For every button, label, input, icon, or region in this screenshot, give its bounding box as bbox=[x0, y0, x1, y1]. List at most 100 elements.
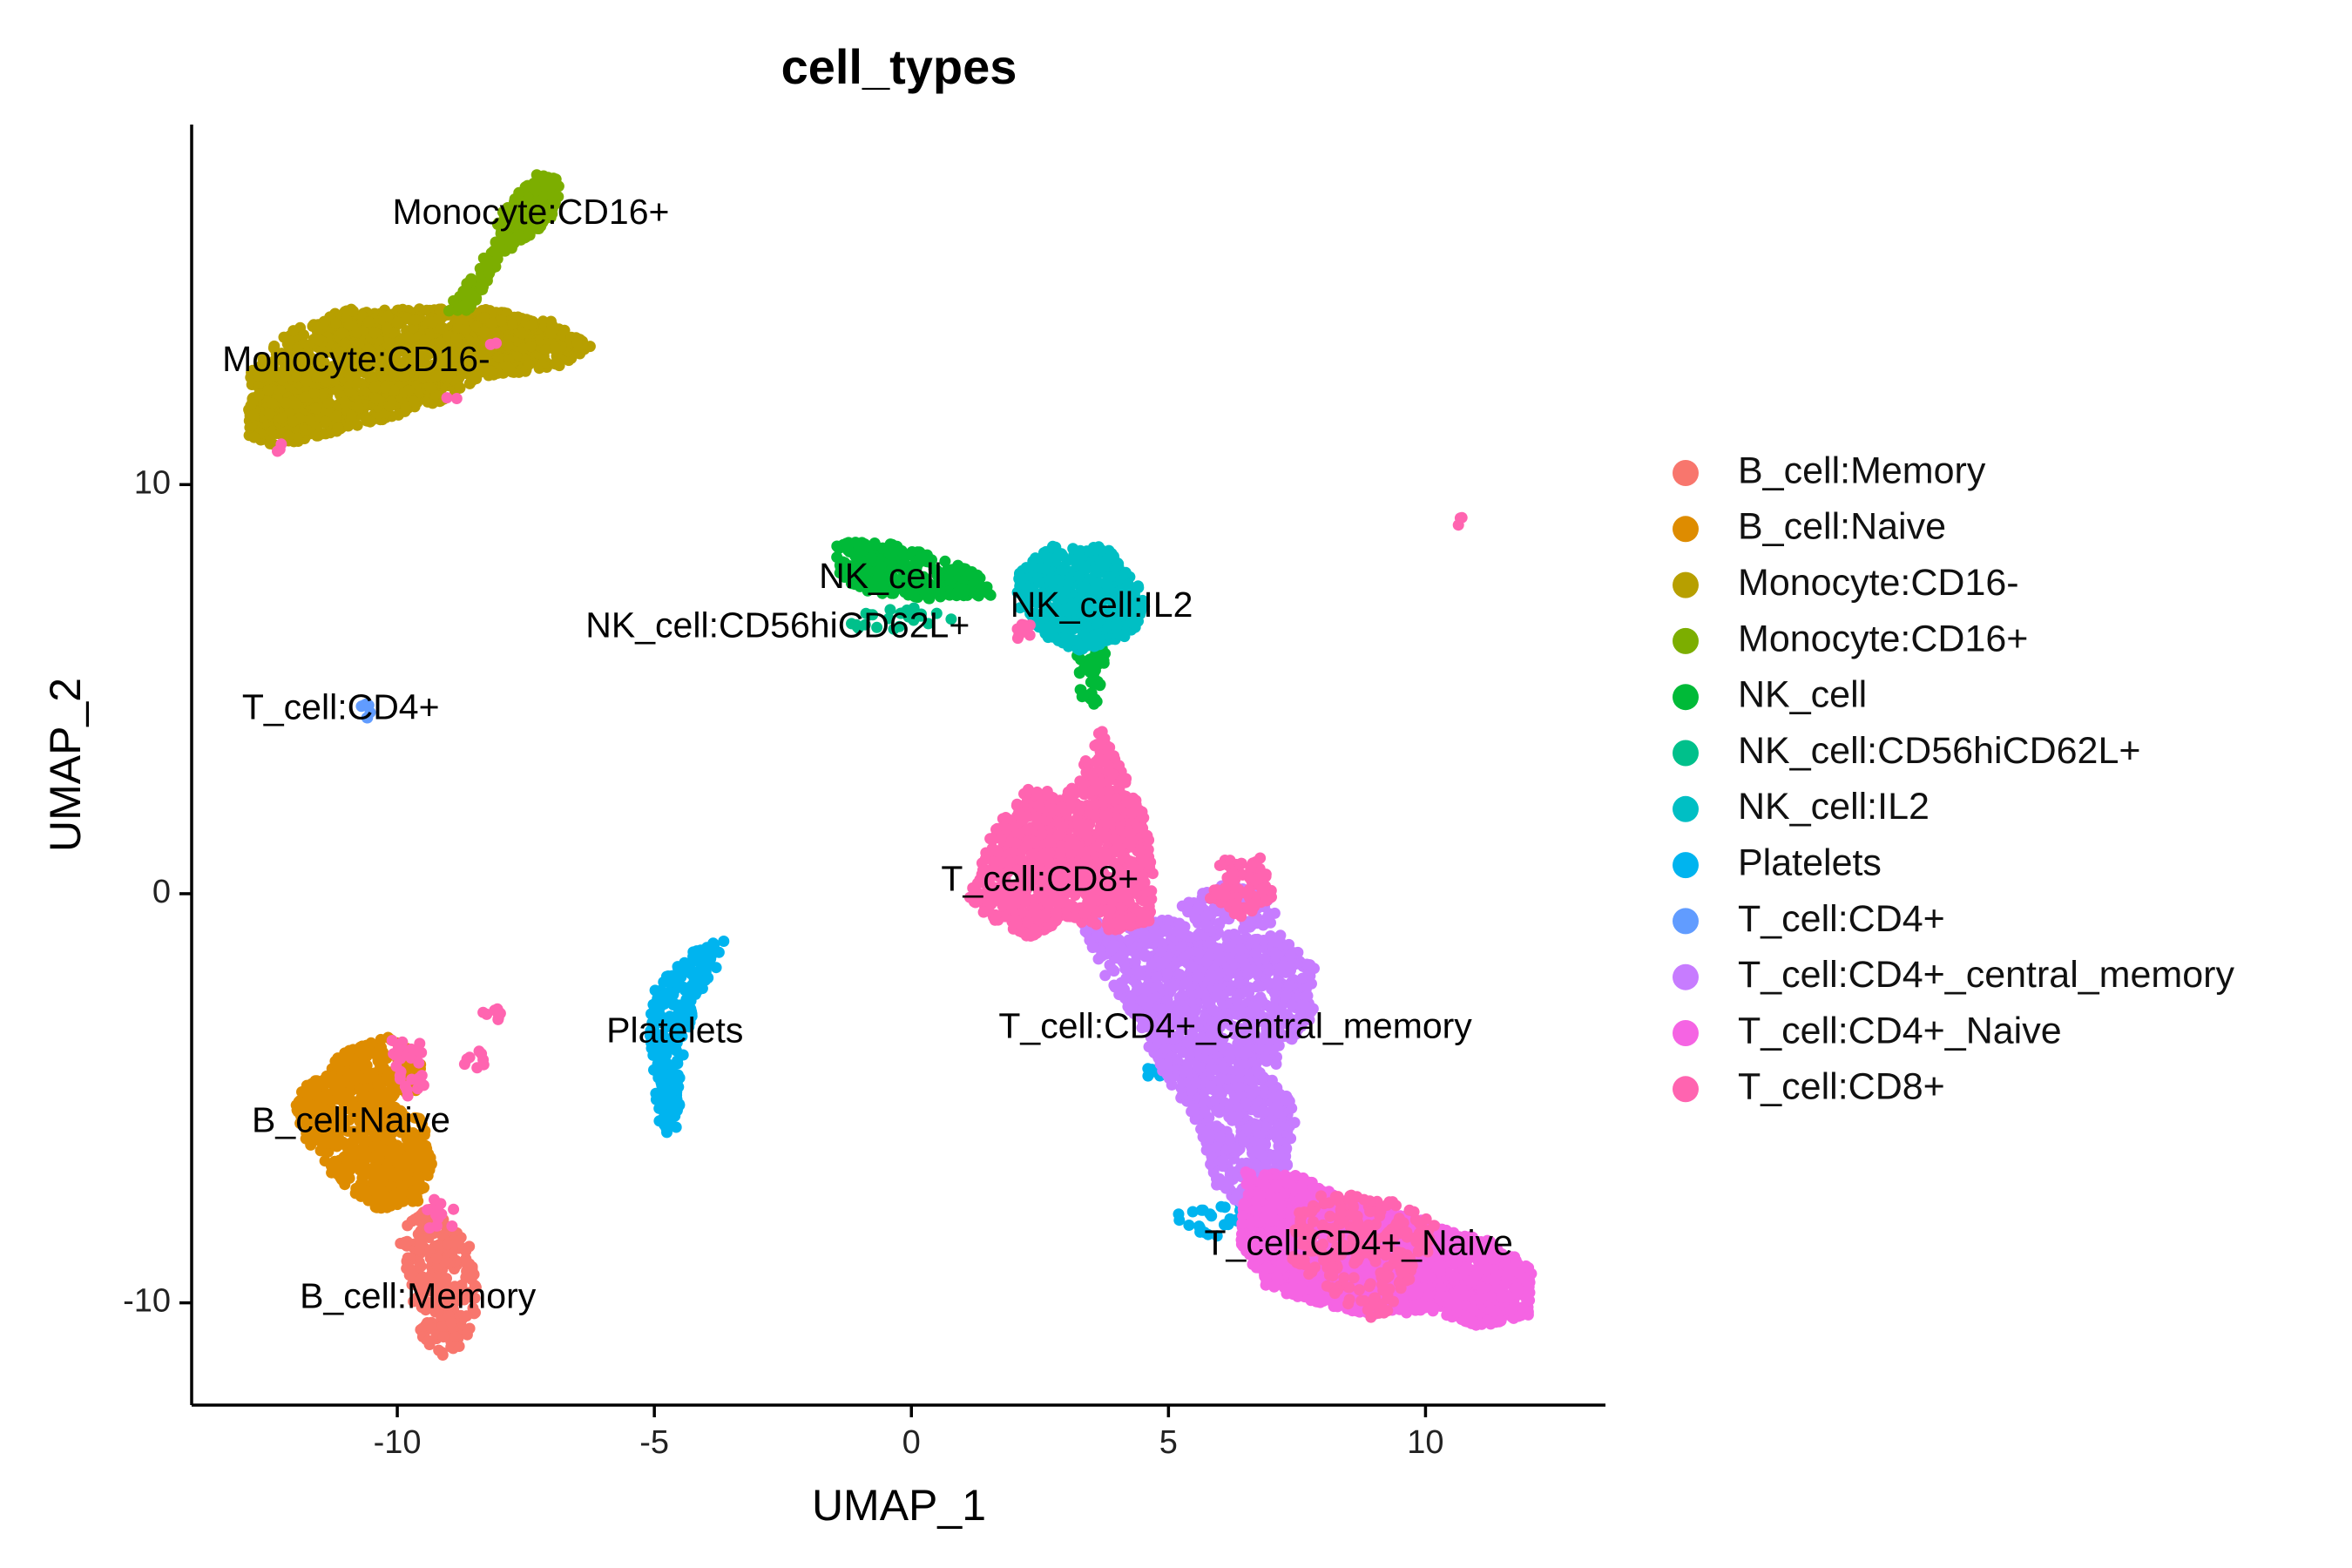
data-point bbox=[418, 1282, 430, 1294]
data-point bbox=[267, 397, 279, 409]
data-point bbox=[649, 984, 661, 997]
data-point bbox=[465, 1272, 477, 1284]
data-point bbox=[398, 1125, 409, 1138]
data-point bbox=[661, 1058, 673, 1070]
data-point bbox=[330, 317, 341, 329]
data-point bbox=[1206, 1210, 1218, 1222]
data-point bbox=[946, 564, 958, 577]
data-point bbox=[549, 358, 561, 370]
data-point bbox=[348, 305, 359, 317]
data-point bbox=[326, 1077, 338, 1089]
data-point bbox=[545, 328, 557, 340]
data-point bbox=[477, 280, 489, 293]
data-point bbox=[1094, 679, 1106, 691]
data-point bbox=[1183, 1220, 1195, 1231]
data-point bbox=[328, 1158, 340, 1170]
data-point bbox=[1104, 571, 1116, 583]
data-point bbox=[1078, 563, 1091, 575]
data-point bbox=[404, 1139, 416, 1150]
data-point bbox=[310, 402, 322, 415]
data-point bbox=[330, 410, 342, 422]
data-point bbox=[361, 1059, 373, 1071]
data-point bbox=[453, 314, 465, 326]
data-point bbox=[412, 1195, 424, 1207]
data-point bbox=[293, 1096, 305, 1108]
data-point bbox=[351, 326, 363, 338]
data-point bbox=[384, 1194, 396, 1206]
data-point bbox=[502, 340, 514, 352]
data-point bbox=[341, 1125, 354, 1137]
data-point bbox=[311, 429, 323, 442]
data-point bbox=[436, 1281, 448, 1294]
data-point bbox=[1088, 698, 1100, 710]
data-point bbox=[321, 1119, 333, 1131]
data-point bbox=[382, 1069, 395, 1081]
data-point bbox=[420, 1304, 432, 1316]
data-point bbox=[446, 1299, 458, 1311]
data-point bbox=[973, 590, 984, 602]
data-point bbox=[311, 321, 323, 334]
data-point bbox=[524, 341, 537, 353]
data-point bbox=[1050, 551, 1062, 564]
data-point bbox=[664, 1118, 676, 1129]
data-point bbox=[499, 245, 511, 257]
data-point bbox=[377, 1086, 389, 1098]
data-point bbox=[718, 936, 730, 947]
data-point bbox=[1111, 624, 1122, 636]
data-point bbox=[299, 391, 311, 403]
data-point bbox=[539, 344, 551, 355]
data-point bbox=[308, 1125, 321, 1137]
data-point bbox=[253, 389, 265, 401]
data-point bbox=[507, 318, 518, 330]
data-point bbox=[332, 422, 344, 434]
data-point bbox=[456, 1287, 469, 1299]
data-point bbox=[416, 1271, 429, 1283]
data-point bbox=[1076, 691, 1088, 703]
data-point bbox=[280, 397, 292, 409]
data-point bbox=[434, 1290, 446, 1302]
data-point bbox=[361, 415, 373, 427]
data-point bbox=[382, 1108, 394, 1120]
data-point bbox=[1094, 655, 1105, 667]
data-point bbox=[245, 400, 257, 412]
data-point bbox=[685, 995, 697, 1007]
chart-title: cell_types bbox=[781, 39, 1017, 94]
data-point bbox=[408, 395, 420, 408]
data-point bbox=[700, 960, 713, 972]
data-point bbox=[372, 1075, 384, 1087]
data-point bbox=[370, 1050, 382, 1062]
data-point bbox=[350, 1105, 362, 1117]
data-point bbox=[402, 1259, 414, 1271]
data-point bbox=[341, 1055, 353, 1067]
data-point bbox=[368, 327, 381, 339]
data-point bbox=[335, 1172, 347, 1184]
data-point bbox=[1020, 562, 1032, 574]
data-point bbox=[401, 1235, 413, 1247]
data-point bbox=[971, 569, 983, 581]
data-point bbox=[247, 409, 260, 422]
series-points-0 bbox=[395, 1200, 482, 1361]
data-point bbox=[346, 409, 357, 422]
data-point bbox=[868, 537, 881, 549]
data-point bbox=[382, 310, 394, 322]
data-point bbox=[523, 359, 535, 370]
data-point bbox=[401, 1169, 413, 1181]
data-point bbox=[841, 539, 854, 551]
data-point bbox=[402, 1220, 414, 1232]
data-point bbox=[1186, 1206, 1199, 1218]
data-point bbox=[436, 1321, 449, 1332]
data-point bbox=[335, 1077, 348, 1089]
data-point bbox=[387, 1091, 398, 1103]
scatter-points bbox=[243, 169, 1538, 1361]
data-point bbox=[408, 1295, 420, 1308]
data-point bbox=[335, 328, 348, 339]
data-point bbox=[1146, 1066, 1157, 1078]
data-point bbox=[314, 1145, 327, 1157]
data-point bbox=[441, 1273, 452, 1285]
data-point bbox=[346, 1148, 358, 1159]
data-point bbox=[1057, 564, 1069, 576]
data-point bbox=[486, 317, 498, 329]
data-point bbox=[442, 1239, 454, 1250]
data-point bbox=[672, 1055, 683, 1067]
data-point bbox=[409, 314, 422, 326]
